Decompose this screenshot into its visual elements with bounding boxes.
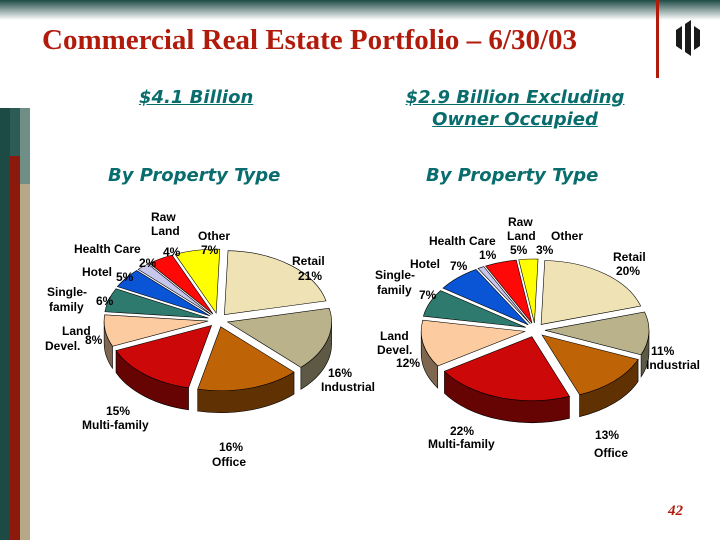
right-label-other: Other <box>551 229 584 243</box>
left-label-healthcare: Health Care <box>74 242 141 256</box>
pie0-slice-other <box>174 248 221 315</box>
page-number: 42 <box>668 503 683 519</box>
left-decor-band <box>0 108 30 540</box>
right-label-hotel: Hotel <box>410 257 440 271</box>
left-label-office: Office <box>212 455 247 469</box>
right-label-raw-land: Land <box>507 229 536 243</box>
right-label-retail-pct: 20% <box>616 264 641 278</box>
left-label-land: Land <box>62 324 91 338</box>
right-label-land: Land <box>380 329 409 343</box>
pie0-slice-industrial <box>226 307 332 368</box>
pie1-slice-raw-land <box>485 259 533 324</box>
left-label-multifamily: Multi-family <box>82 418 149 432</box>
left-label-multifamily-pct: 15% <box>106 404 131 418</box>
right-label-hotel-pct: 7% <box>450 259 468 273</box>
left-label-industrial: Industrial <box>321 380 376 394</box>
right-label-retail: Retail <box>613 250 646 264</box>
right-label-raw: Raw <box>508 215 533 229</box>
right-label-office: Office <box>594 446 629 460</box>
left-label-raw-pct: 4% <box>163 245 181 259</box>
right-label-land-pct: 12% <box>396 356 421 370</box>
right-label-multifamily: Multi-family <box>428 437 495 451</box>
pie0-slice-hotel <box>116 270 211 317</box>
left-label-other-pct: 7% <box>201 243 219 257</box>
left-label-raw: Raw <box>151 210 176 224</box>
pie0-slice-multi-family <box>115 324 213 389</box>
right-label-single: Single- <box>375 268 416 282</box>
right-label-multifamily-pct: 22% <box>450 424 475 438</box>
pie0-slice-land-devel- <box>103 314 209 347</box>
logo-icon <box>676 20 700 56</box>
left-label-retail-pct: 21% <box>298 269 323 283</box>
pie1-slice-hotel <box>442 269 529 326</box>
left-label-hotel: Hotel <box>82 265 112 279</box>
left-label-raw-land: Land <box>151 224 180 238</box>
pie0-slice-office <box>197 326 295 392</box>
pie1-slice-retail <box>540 260 642 325</box>
right-label-office-pct: 13% <box>595 428 620 442</box>
left-label-single-family: family <box>49 300 84 314</box>
left-label-other: Other <box>198 229 231 243</box>
left-label-healthcare-pct: 2% <box>139 256 157 270</box>
right-chart-subtitle: By Property Type <box>426 165 599 186</box>
right-label-raw-pct: 5% <box>510 243 528 257</box>
right-label-single-pct: 7% <box>419 288 437 302</box>
right-label-industrial: Industrial <box>646 358 701 372</box>
pie0-slice-raw-land <box>148 254 214 315</box>
right-label-healthcare: Health Care <box>429 234 496 248</box>
left-label-single-pct: 6% <box>96 294 114 308</box>
left-chart-subtitle: By Property Type <box>108 165 281 186</box>
pie0-slice-retail <box>224 250 327 315</box>
header-divider <box>656 0 659 78</box>
pie1-slice-office <box>541 334 639 396</box>
right-label-single-family: family <box>377 283 412 297</box>
left-label-land-pct: 8% <box>85 333 103 347</box>
right-chart-title: $2.9 Billion Excluding Owner Occupied <box>405 87 625 130</box>
pie1-slice-land-devel- <box>420 319 526 367</box>
right-label-industrial-pct: 11% <box>651 344 675 358</box>
pie0-slice-health-care <box>137 263 212 315</box>
pie0-slice-single-family <box>104 288 209 319</box>
header-band <box>0 0 720 20</box>
right-label-healthcare-pct: 1% <box>479 248 497 262</box>
pie1-slice-single-family <box>422 290 526 328</box>
left-label-hotel-pct: 5% <box>116 270 134 284</box>
left-label-retail: Retail <box>292 254 325 268</box>
pie1-slice-industrial <box>544 311 650 356</box>
left-label-office-pct: 16% <box>219 440 244 454</box>
left-chart-title: $4.1 Billion <box>139 87 254 108</box>
left-label-single: Single- <box>47 285 88 299</box>
right-label-land-devel: Devel. <box>377 343 413 357</box>
pie1-slice-other <box>518 258 539 324</box>
right-label-other-pct: 3% <box>536 243 554 257</box>
pie1-slice-health-care <box>477 266 531 325</box>
page-title: Commercial Real Estate Portfolio – 6/30/… <box>42 24 578 56</box>
left-label-land-devel: Devel. <box>45 339 81 353</box>
left-label-industrial-pct: 16% <box>328 366 353 380</box>
pie1-slice-multi-family <box>443 336 570 401</box>
